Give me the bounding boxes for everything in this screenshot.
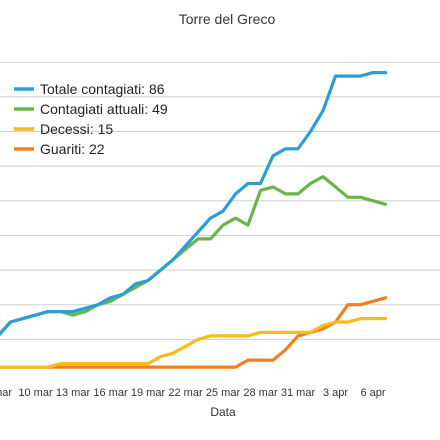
x-tick-label: 13 mar bbox=[56, 387, 91, 399]
x-tick-label: 25 mar bbox=[206, 387, 241, 399]
legend-label-1: Contagiati attuali: 49 bbox=[40, 101, 168, 117]
x-tick-label: 31 mar bbox=[281, 387, 316, 399]
series-line-2 bbox=[0, 317, 388, 369]
series-line-0 bbox=[0, 70, 388, 337]
chart-title: Torre del Greco bbox=[179, 11, 276, 27]
x-tick-label: 22 mar bbox=[168, 387, 203, 399]
series-lines bbox=[0, 70, 388, 369]
x-axis-label: Data bbox=[210, 405, 236, 419]
legend-label-2: Decessi: 15 bbox=[40, 121, 113, 137]
series-line-3 bbox=[0, 296, 388, 369]
x-tick-label: 10 mar bbox=[18, 387, 53, 399]
legend: Totale contagiati: 86 Contagiati attuali:… bbox=[14, 81, 168, 157]
x-tick-label: 16 mar bbox=[93, 387, 128, 399]
x-tick-label: 28 mar bbox=[243, 387, 278, 399]
x-tick-label: 19 mar bbox=[131, 387, 166, 399]
gridlines bbox=[0, 61, 440, 340]
x-tick-label: 3 apr bbox=[323, 387, 348, 399]
x-tick-label: 6 apr bbox=[360, 387, 385, 399]
legend-label-3: Guariti: 22 bbox=[40, 141, 105, 157]
legend-label-0: Totale contagiati: 86 bbox=[40, 81, 165, 97]
x-tick-label: 7 mar bbox=[0, 387, 12, 399]
